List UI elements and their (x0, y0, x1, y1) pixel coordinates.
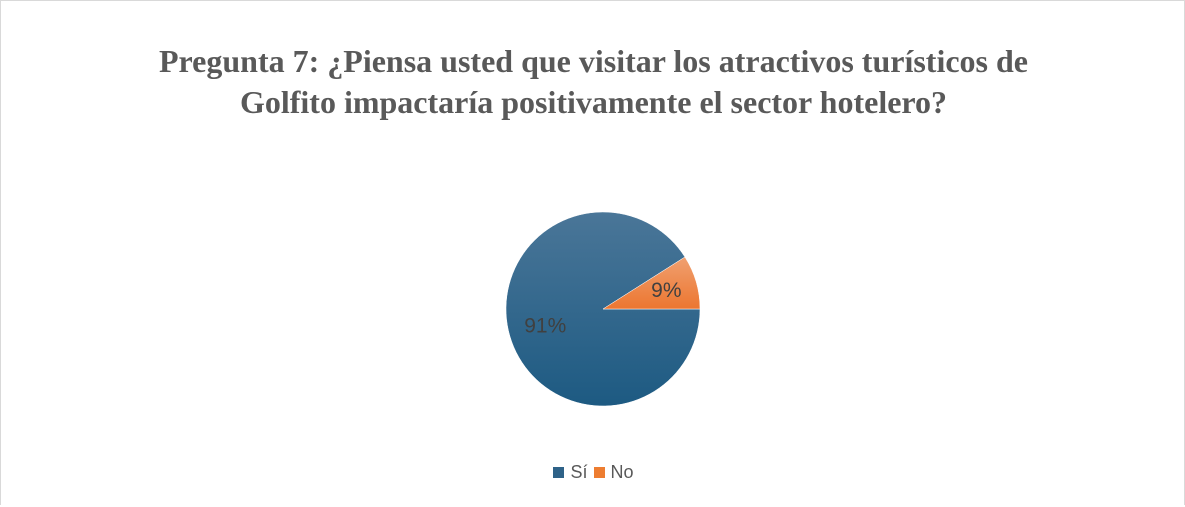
legend-swatch-no (593, 467, 605, 478)
legend-swatch-si (553, 467, 565, 478)
chart-title: Pregunta 7: ¿Piensa usted que visitar lo… (159, 43, 1028, 120)
legend-label-si: Sí (570, 462, 588, 482)
data-label-no: 9% (651, 279, 681, 302)
legend-item-si: Sí (553, 462, 588, 483)
data-label-si: 91% (524, 314, 566, 337)
pie-slice-no (602, 256, 701, 310)
legend: Sí No (1, 462, 1185, 483)
legend-label-no: No (610, 462, 634, 482)
legend-item-no: No (593, 462, 634, 483)
